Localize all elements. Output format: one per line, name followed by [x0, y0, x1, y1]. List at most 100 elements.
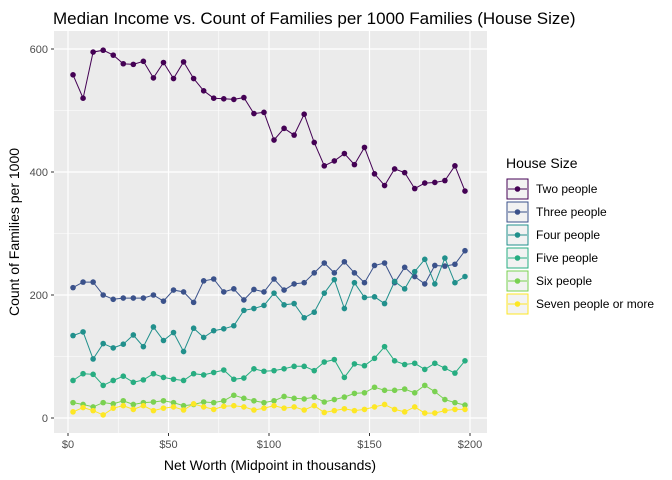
- x-axis-title: Net Worth (Midpoint in thousands): [164, 457, 376, 473]
- legend-item: Two people: [506, 178, 598, 200]
- x-tick-label: $150: [357, 439, 381, 451]
- y-tick-label: 200: [30, 290, 48, 302]
- grid: [54, 31, 487, 433]
- data-point: [281, 125, 287, 132]
- data-point: [140, 58, 147, 65]
- data-point: [411, 273, 418, 280]
- data-point: [371, 355, 378, 362]
- data-point: [100, 292, 106, 298]
- series-line: [72, 49, 466, 192]
- x-axis: $0 $50 $100 $150 $200: [62, 433, 482, 451]
- legend-key-point: [514, 232, 521, 238]
- data-point: [432, 262, 438, 269]
- data-point: [452, 406, 458, 413]
- data-point: [241, 297, 247, 303]
- data-point: [331, 276, 338, 283]
- data-point: [271, 290, 277, 296]
- data-point: [321, 399, 328, 405]
- series-line: [72, 250, 466, 304]
- data-point: [442, 263, 448, 269]
- data-point: [241, 375, 247, 381]
- data-point: [261, 368, 267, 375]
- data-point: [361, 279, 368, 286]
- data-point: [291, 395, 297, 402]
- y-tick-label: 0: [42, 413, 48, 425]
- data-point: [291, 300, 297, 307]
- data-point: [70, 399, 76, 406]
- data-point: [301, 363, 307, 370]
- data-point: [241, 94, 247, 101]
- data-point: [361, 362, 368, 369]
- data-point: [341, 305, 348, 312]
- data-point: [401, 409, 408, 415]
- series-5: [70, 382, 468, 410]
- data-point: [371, 171, 378, 177]
- data-point: [241, 395, 247, 402]
- data-point: [170, 75, 177, 82]
- data-point: [331, 407, 338, 414]
- data-point: [381, 300, 388, 307]
- data-point: [170, 404, 177, 410]
- data-point: [90, 49, 96, 55]
- data-point: [432, 179, 438, 186]
- data-point: [311, 309, 318, 316]
- data-point: [291, 281, 297, 287]
- data-point: [261, 109, 267, 116]
- data-point: [452, 279, 458, 286]
- data-point: [130, 61, 137, 68]
- data-point: [160, 405, 167, 411]
- x-tick-label: $0: [62, 439, 74, 451]
- series-line: [72, 403, 465, 416]
- legend-item: Four people: [506, 224, 600, 246]
- data-point: [281, 405, 287, 411]
- legend-label: Seven people or more: [536, 297, 654, 311]
- data-point: [150, 399, 157, 405]
- data-point: [452, 163, 458, 169]
- series-2: [70, 247, 468, 306]
- data-point: [281, 302, 287, 308]
- data-point: [251, 110, 257, 117]
- data-point: [70, 284, 76, 291]
- data-point: [371, 294, 378, 300]
- data-point: [271, 276, 277, 282]
- data-point: [311, 139, 318, 146]
- data-point: [462, 188, 468, 194]
- data-point: [180, 402, 187, 409]
- data-point: [432, 410, 438, 416]
- data-point: [100, 340, 106, 347]
- y-axis-title: Count of Families per 1000: [6, 148, 22, 316]
- data-point: [231, 286, 237, 292]
- data-point: [251, 305, 257, 312]
- data-point: [341, 150, 348, 157]
- data-point: [381, 343, 388, 350]
- data-point: [70, 72, 76, 78]
- data-point: [80, 329, 86, 335]
- data-point: [341, 405, 348, 412]
- data-point: [452, 261, 458, 268]
- data-point: [341, 394, 348, 400]
- data-point: [150, 407, 157, 414]
- data-point: [361, 389, 368, 396]
- data-point: [301, 407, 307, 413]
- legend-item: Five people: [506, 247, 598, 269]
- y-tick-label: 600: [30, 44, 48, 56]
- data-point: [110, 401, 117, 407]
- data-point: [391, 387, 398, 394]
- data-point: [462, 406, 468, 413]
- data-point: [391, 278, 398, 285]
- data-point: [190, 401, 197, 407]
- data-point: [411, 389, 418, 396]
- data-point: [210, 406, 217, 413]
- data-point: [110, 377, 117, 384]
- data-point: [120, 397, 127, 404]
- data-point: [391, 166, 398, 172]
- data-point: [170, 376, 177, 383]
- data-point: [432, 388, 438, 395]
- data-point: [120, 373, 127, 379]
- data-point: [411, 360, 418, 367]
- series-4: [70, 343, 468, 389]
- y-axis: 0 200 400 600: [30, 44, 54, 425]
- data-point: [241, 404, 247, 410]
- data-point: [150, 75, 157, 81]
- series-line: [72, 256, 466, 361]
